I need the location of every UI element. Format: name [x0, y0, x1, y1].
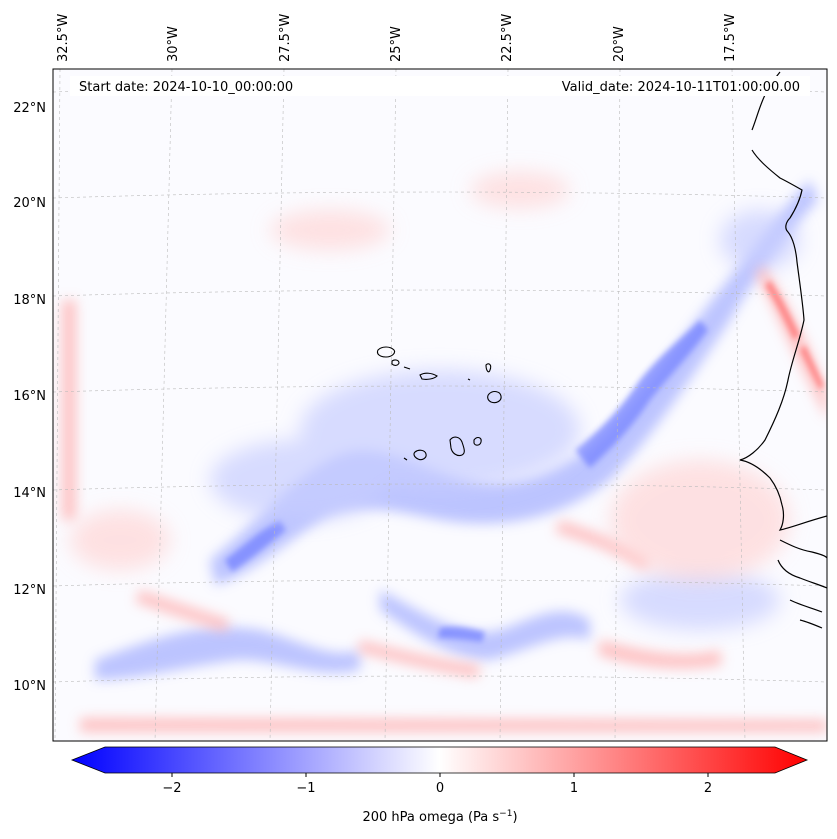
- start-date-label: Start date: 2024-10-10_00:00:00: [79, 80, 293, 95]
- lon-label: 20°W: [612, 26, 627, 62]
- colorbar-tick-label: 1: [570, 781, 578, 796]
- lat-label: 22°N: [13, 101, 46, 116]
- colorbar-tick-label: 0: [436, 781, 444, 796]
- colorbar: −2 −1 0 1 2 200 hPa omega (Pa s−1): [70, 746, 809, 825]
- lon-label: 17.5°W: [723, 14, 738, 62]
- map-frame: [52, 68, 828, 742]
- header-bar: [70, 76, 810, 96]
- lon-label: 27.5°W: [278, 14, 293, 62]
- lon-labels: 32.5°W 30°W 27.5°W 25°W 22.5°W 20°W 17.5…: [56, 14, 738, 62]
- omega-field: [62, 172, 827, 732]
- lat-label: 10°N: [13, 679, 46, 694]
- islands: [376, 346, 502, 461]
- colorbar-bar: [70, 746, 809, 774]
- lon-label: 22.5°W: [500, 14, 515, 62]
- colorbar-label: 200 hPa omega (Pa s−1): [362, 809, 517, 825]
- map-panel: Start date: 2024-10-10_00:00:00 Valid_da…: [52, 68, 828, 742]
- lat-labels: 22°N 20°N 18°N 16°N 14°N 12°N 10°N: [13, 101, 46, 694]
- lat-label: 20°N: [13, 196, 46, 211]
- valid-date-label: Valid_date: 2024-10-11T01:00:00.00: [562, 80, 800, 95]
- colorbar-tick-label: 2: [704, 781, 712, 796]
- lat-label: 12°N: [13, 583, 46, 598]
- lat-label: 18°N: [13, 293, 46, 308]
- colorbar-tick-label: −2: [162, 781, 181, 796]
- lat-label: 16°N: [13, 389, 46, 404]
- lon-label: 32.5°W: [56, 14, 71, 62]
- lat-label: 14°N: [13, 486, 46, 501]
- colorbar-tick-label: −1: [296, 781, 315, 796]
- lon-label: 30°W: [166, 26, 181, 62]
- lon-label: 25°W: [389, 26, 404, 62]
